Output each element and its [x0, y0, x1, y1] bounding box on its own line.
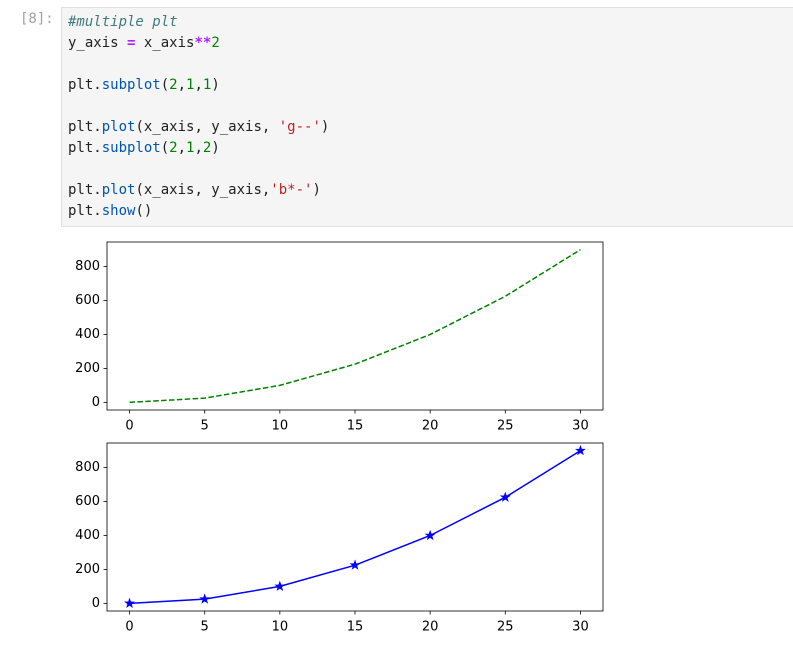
token: 1	[186, 77, 195, 93]
x-tick-label: 5	[201, 419, 209, 434]
token: plt.	[68, 182, 102, 198]
token: plot	[101, 119, 136, 135]
cell-prompt: [8]:	[20, 11, 54, 27]
x-tick-label: 30	[572, 419, 589, 434]
token: ,	[194, 77, 203, 93]
token: plt.	[68, 77, 102, 93]
y-tick-label: 0	[92, 596, 100, 611]
token: (	[160, 77, 170, 93]
token: ,	[177, 140, 187, 156]
x-tick-label: 10	[272, 419, 289, 434]
token: x_axis	[135, 35, 195, 51]
token: ,	[177, 77, 187, 93]
y-tick-label: 200	[75, 562, 100, 577]
token: 'g--'	[278, 119, 321, 135]
token: =	[127, 35, 136, 51]
y-tick-label: 200	[75, 361, 100, 376]
x-tick-label: 0	[125, 620, 133, 635]
x-tick-label: 25	[497, 620, 514, 635]
data-point	[199, 593, 211, 604]
y-tick-label: 0	[92, 395, 100, 410]
token: show	[101, 203, 136, 219]
token: (x_axis, y_axis,	[135, 182, 271, 198]
token: 2	[211, 35, 220, 51]
y-tick-label: 800	[75, 460, 100, 475]
token: 2	[169, 140, 178, 156]
x-tick-label: 25	[497, 419, 514, 434]
data-point	[499, 491, 511, 502]
x-tick-label: 0	[125, 419, 133, 434]
plot-frame	[106, 241, 604, 411]
x-tick-label: 20	[422, 620, 439, 635]
token: subplot	[101, 140, 161, 156]
data-line	[129, 248, 581, 404]
data-point	[274, 580, 286, 592]
y-tick-label: 400	[75, 327, 100, 342]
token: )	[211, 140, 220, 156]
token: plt.	[68, 140, 102, 156]
token: (	[160, 140, 170, 156]
y-tick-label: 600	[75, 494, 100, 509]
token: **	[194, 35, 212, 51]
plot-frame	[106, 442, 604, 612]
y-tick-label: 400	[75, 528, 100, 543]
x-tick-label: 15	[347, 419, 364, 434]
token: (x_axis, y_axis,	[135, 119, 279, 135]
x-tick-label: 15	[347, 620, 364, 635]
token: 1	[202, 77, 212, 93]
token: 2	[202, 140, 212, 156]
token: subplot	[101, 77, 161, 93]
token: plot	[101, 182, 136, 198]
code: #multiple plt y_axis = x_axis**2 plt.sub…	[62, 8, 793, 222]
comment: #multiple plt	[68, 14, 178, 30]
y-tick-label: 600	[75, 293, 100, 308]
token: 1	[186, 140, 195, 156]
data-point	[349, 559, 361, 570]
y-tick-label: 800	[75, 259, 100, 274]
data-line	[129, 449, 581, 605]
data-point	[424, 529, 436, 541]
token: )	[312, 182, 321, 198]
token: ,	[194, 140, 203, 156]
token: y_axis	[68, 35, 128, 51]
token: 'b*-'	[270, 182, 313, 198]
x-tick-label: 20	[422, 419, 439, 434]
token: plt.	[68, 119, 102, 135]
data-point	[124, 597, 135, 608]
token: ()	[135, 203, 153, 219]
token: )	[320, 119, 330, 135]
x-tick-label: 5	[201, 620, 209, 635]
token: 2	[169, 77, 178, 93]
data-point	[575, 444, 586, 456]
token: )	[211, 77, 220, 93]
token: plt.	[68, 203, 102, 219]
x-tick-label: 30	[572, 620, 589, 635]
x-tick-label: 10	[272, 620, 289, 635]
code-cell[interactable]: #multiple plt y_axis = x_axis**2 plt.sub…	[61, 7, 793, 227]
